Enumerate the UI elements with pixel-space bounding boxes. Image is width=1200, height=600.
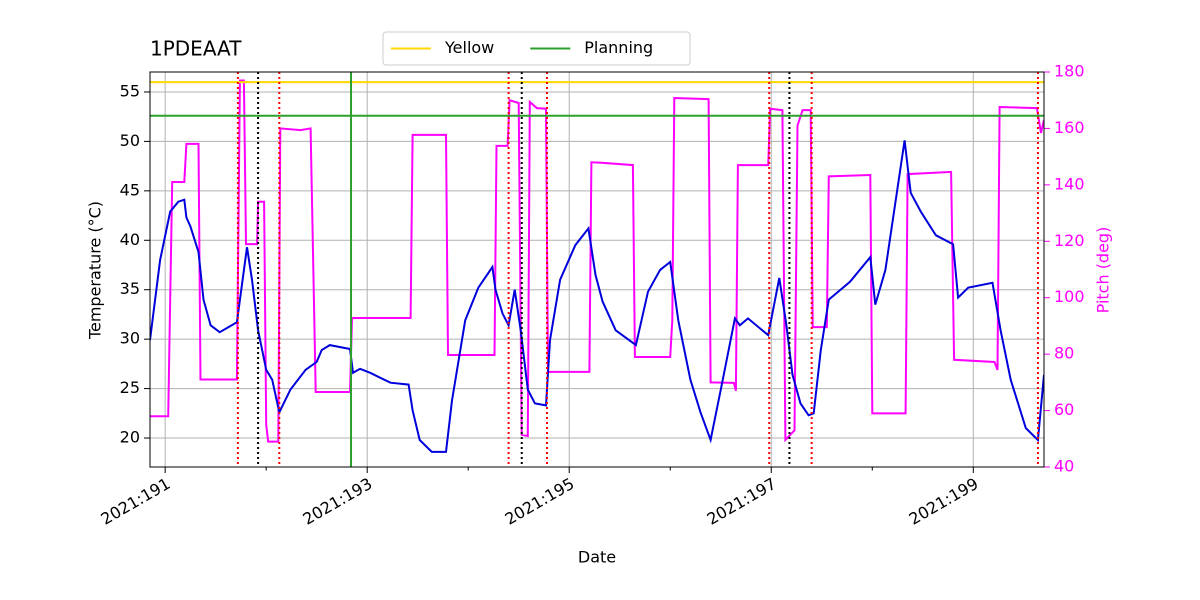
x-axis-label: Date bbox=[578, 548, 616, 567]
data-line bbox=[150, 140, 1044, 453]
legend-label: Planning bbox=[584, 38, 653, 57]
axes-frame bbox=[149, 71, 1045, 468]
data-line bbox=[150, 79, 1044, 443]
y-tick-label: 30 bbox=[120, 329, 140, 348]
x-tick-label: 2021:191 bbox=[98, 474, 174, 529]
y-tick-label: 50 bbox=[120, 131, 140, 150]
y-tick-label: 20 bbox=[120, 428, 140, 447]
y2-tick-label: 160 bbox=[1054, 118, 1085, 137]
y2-tick-label: 60 bbox=[1054, 400, 1074, 419]
y-tick-label: 40 bbox=[120, 230, 140, 249]
y2-tick-label: 80 bbox=[1054, 344, 1074, 363]
chart-title: 1PDEAAT bbox=[150, 37, 242, 61]
y2-tick-label: 180 bbox=[1054, 62, 1085, 81]
y-tick-label: 35 bbox=[120, 279, 140, 298]
x-tick-label: 2021:193 bbox=[300, 474, 376, 529]
y2-tick-label: 140 bbox=[1054, 174, 1085, 193]
y2-axis-label: Pitch (deg) bbox=[1094, 227, 1113, 314]
legend-label: Yellow bbox=[444, 38, 494, 57]
y2-tick-label: 120 bbox=[1054, 231, 1085, 250]
y-axis-label: Temperature (°C) bbox=[86, 201, 105, 340]
x-tick-label: 2021:197 bbox=[704, 474, 780, 529]
x-tick-label: 2021:195 bbox=[502, 474, 578, 529]
y-tick-label: 25 bbox=[120, 378, 140, 397]
y2-tick-label: 40 bbox=[1054, 457, 1074, 476]
y-tick-label: 55 bbox=[120, 81, 140, 100]
plot-area bbox=[150, 72, 1044, 467]
y2-tick-label: 100 bbox=[1054, 287, 1085, 306]
y-tick-label: 45 bbox=[120, 180, 140, 199]
x-tick-label: 2021:199 bbox=[906, 474, 982, 529]
